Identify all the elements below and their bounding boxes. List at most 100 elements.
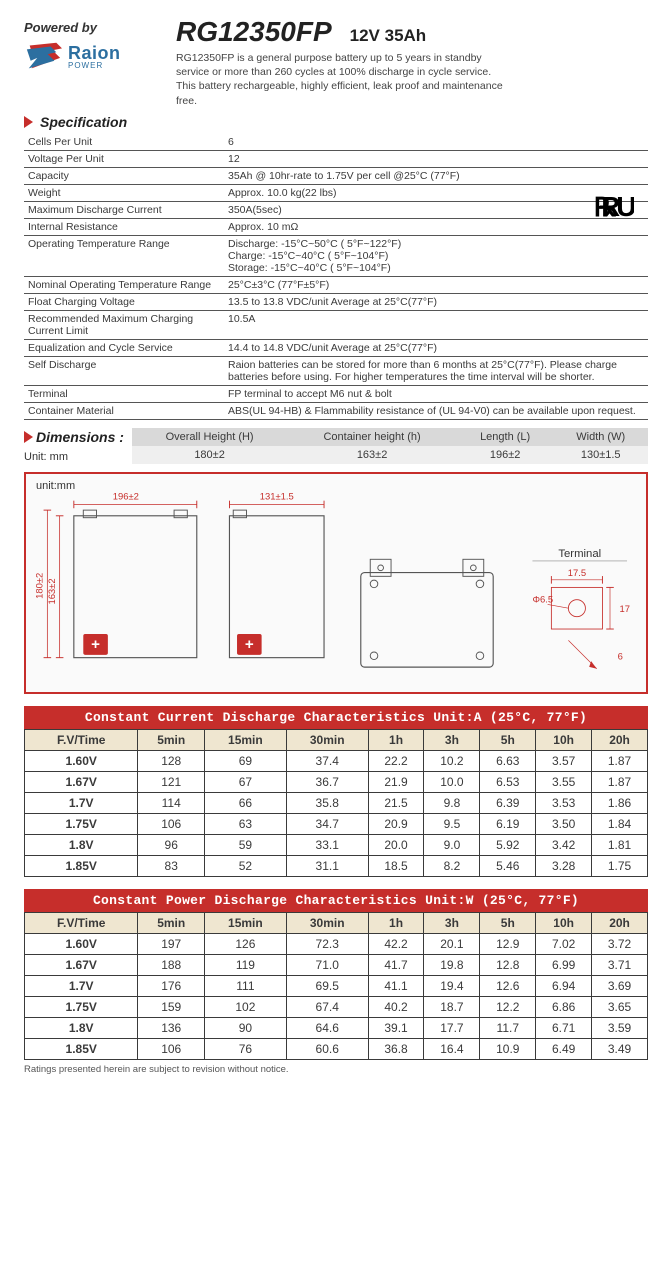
table-cell: 6.49 <box>536 1038 592 1059</box>
table-head: 1h <box>368 912 424 933</box>
table-cell: 6.71 <box>536 1017 592 1038</box>
ccd-table: F.V/Time5min15min30min1h3h5h10h20h1.60V1… <box>24 729 648 877</box>
table-cell: 19.8 <box>424 954 480 975</box>
spec-value: 13.5 to 13.8 VDC/unit Average at 25°C(77… <box>224 293 648 310</box>
table-cell: 1.84 <box>592 813 648 834</box>
spec-label: Voltage Per Unit <box>24 150 224 167</box>
table-cell: 9.5 <box>424 813 480 834</box>
table-head: 15min <box>204 729 286 750</box>
table-cell: 106 <box>138 813 205 834</box>
dim-val: 163±2 <box>287 446 457 464</box>
spec-value: 35Ah @ 10hr-rate to 1.75V per cell @25°C… <box>224 167 648 184</box>
svg-text:163±2: 163±2 <box>47 578 58 604</box>
table-head: 20h <box>592 912 648 933</box>
table-head: 5h <box>480 912 536 933</box>
table-cell: 1.8V <box>25 1017 138 1038</box>
table-cell: 20.0 <box>368 834 424 855</box>
spec-table: Cells Per Unit6Voltage Per Unit12Capacit… <box>24 134 648 420</box>
svg-text:17.5: 17.5 <box>567 568 585 579</box>
table-cell: 60.6 <box>286 1038 368 1059</box>
table-cell: 20.1 <box>424 933 480 954</box>
table-cell: 1.86 <box>592 792 648 813</box>
table-cell: 1.75V <box>25 813 138 834</box>
spec-value: 350A(5sec) <box>224 201 648 218</box>
table-cell: 176 <box>138 975 205 996</box>
table-cell: 3.28 <box>536 855 592 876</box>
table-cell: 19.4 <box>424 975 480 996</box>
table-cell: 3.50 <box>536 813 592 834</box>
table-cell: 3.71 <box>592 954 648 975</box>
table-cell: 6.94 <box>536 975 592 996</box>
spec-label: Cells Per Unit <box>24 134 224 151</box>
table-head: F.V/Time <box>25 729 138 750</box>
table-cell: 6.86 <box>536 996 592 1017</box>
table-cell: 111 <box>204 975 286 996</box>
table-cell: 34.7 <box>286 813 368 834</box>
header: Powered by Raion POWER RG12350FP 12V 35A… <box>24 16 648 108</box>
dim-col: Overall Height (H) <box>132 428 287 446</box>
table-cell: 1.85V <box>25 1038 138 1059</box>
table-cell: 6.19 <box>480 813 536 834</box>
table-head: F.V/Time <box>25 912 138 933</box>
terminal-detail: Terminal 17.5 Φ6.5 17 6 <box>523 542 636 682</box>
table-cell: 37.4 <box>286 750 368 771</box>
table-cell: 1.7V <box>25 792 138 813</box>
table-cell: 1.87 <box>592 750 648 771</box>
table-cell: 10.0 <box>424 771 480 792</box>
dim-col: Length (L) <box>457 428 554 446</box>
brand-logo-icon <box>24 41 62 71</box>
svg-text:ɌU: ɌU <box>600 191 634 222</box>
table-cell: 1.7V <box>25 975 138 996</box>
table-cell: 11.7 <box>480 1017 536 1038</box>
table-cell: 71.0 <box>286 954 368 975</box>
table-cell: 22.2 <box>368 750 424 771</box>
table-head: 30min <box>286 729 368 750</box>
table-head: 5min <box>138 912 205 933</box>
brand-block: Raion POWER <box>24 41 164 71</box>
dim-val: 180±2 <box>132 446 287 464</box>
table-cell: 6.53 <box>480 771 536 792</box>
table-cell: 3.57 <box>536 750 592 771</box>
table-head: 15min <box>204 912 286 933</box>
spec-label: Equalization and Cycle Service <box>24 339 224 356</box>
table-head: 20h <box>592 729 648 750</box>
table-cell: 3.69 <box>592 975 648 996</box>
table-cell: 18.7 <box>424 996 480 1017</box>
table-cell: 83 <box>138 855 205 876</box>
table-cell: 66 <box>204 792 286 813</box>
table-cell: 16.4 <box>424 1038 480 1059</box>
table-head: 10h <box>536 729 592 750</box>
table-head: 10h <box>536 912 592 933</box>
table-cell: 106 <box>138 1038 205 1059</box>
table-cell: 31.1 <box>286 855 368 876</box>
spec-label: Container Material <box>24 402 224 419</box>
table-head: 30min <box>286 912 368 933</box>
table-cell: 1.75 <box>592 855 648 876</box>
table-cell: 18.5 <box>368 855 424 876</box>
table-cell: 12.9 <box>480 933 536 954</box>
table-cell: 41.7 <box>368 954 424 975</box>
table-cell: 9.0 <box>424 834 480 855</box>
table-head: 5min <box>138 729 205 750</box>
svg-text:131±1.5: 131±1.5 <box>260 491 294 502</box>
battery-side-view: 131±1.5 + <box>220 482 343 682</box>
table-cell: 33.1 <box>286 834 368 855</box>
table-cell: 20.9 <box>368 813 424 834</box>
table-cell: 3.72 <box>592 933 648 954</box>
spec-label: Weight <box>24 184 224 201</box>
table-head: 3h <box>424 912 480 933</box>
svg-text:+: + <box>91 636 100 653</box>
table-cell: 1.67V <box>25 771 138 792</box>
spec-label: Maximum Discharge Current <box>24 201 224 218</box>
model-number: RG12350FP <box>176 16 332 48</box>
dimensions-header: Dimensions : Unit: mm Overall Height (H)… <box>24 428 648 464</box>
table-cell: 102 <box>204 996 286 1017</box>
table-cell: 1.87 <box>592 771 648 792</box>
table-cell: 3.42 <box>536 834 592 855</box>
table-cell: 121 <box>138 771 205 792</box>
table-cell: 35.8 <box>286 792 368 813</box>
cpd-table: F.V/Time5min15min30min1h3h5h10h20h1.60V1… <box>24 912 648 1060</box>
spec-value: Raion batteries can be stored for more t… <box>224 356 648 385</box>
table-cell: 64.6 <box>286 1017 368 1038</box>
dim-val: 196±2 <box>457 446 554 464</box>
